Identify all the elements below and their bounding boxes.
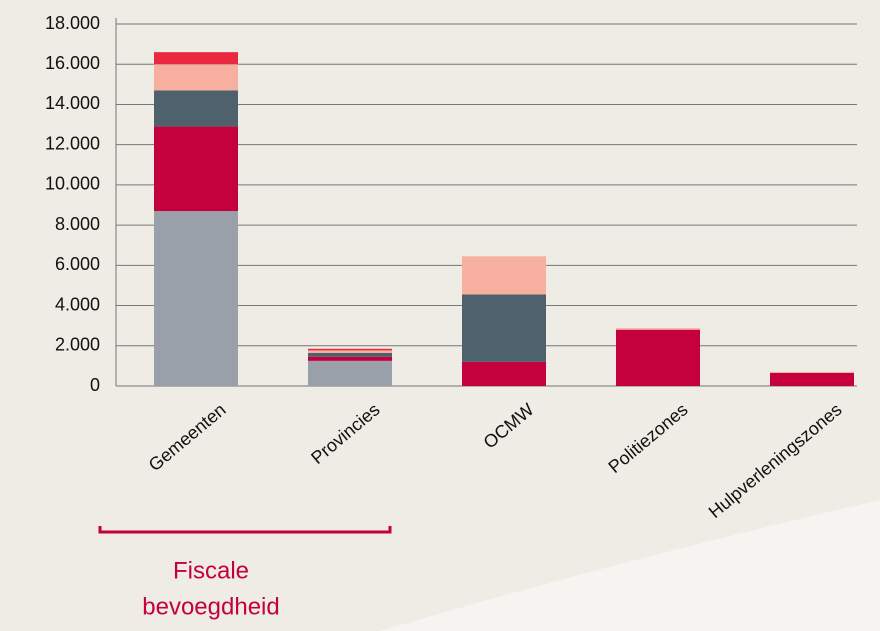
bar-segment: [616, 329, 700, 386]
bar-segment: [770, 372, 854, 386]
bar-segment: [308, 352, 392, 357]
y-tick-label: 14.000: [45, 93, 100, 113]
y-tick-label: 10.000: [45, 174, 100, 194]
bracket: [98, 526, 392, 534]
bar-segment: [308, 360, 392, 386]
y-tick-label: 4.000: [55, 294, 100, 314]
y-tick-label: 2.000: [55, 335, 100, 355]
bar-segment: [154, 126, 238, 212]
y-tick-label: 18.000: [45, 13, 100, 33]
annotation: Fiscale: [173, 557, 249, 584]
annotation: bevoegdheid: [142, 593, 279, 620]
bar-segment: [616, 328, 700, 330]
bar-segment: [154, 64, 238, 91]
bar-segment: [462, 361, 546, 386]
bar-segment: [308, 350, 392, 353]
bar-segment: [308, 356, 392, 361]
bar-segment: [770, 371, 854, 373]
y-tick-label: 12.000: [45, 133, 100, 153]
bar-segment: [308, 348, 392, 351]
background-shape: [380, 500, 880, 631]
bar-segment: [154, 90, 238, 127]
bar-segment: [154, 211, 238, 386]
bar-segment: [154, 52, 238, 65]
y-tick-label: 8.000: [55, 214, 100, 234]
y-tick-label: 6.000: [55, 254, 100, 274]
bar-segment: [462, 294, 546, 362]
bar-segment: [462, 256, 546, 295]
y-tick-label: 0: [90, 375, 100, 395]
y-tick-label: 16.000: [45, 53, 100, 73]
